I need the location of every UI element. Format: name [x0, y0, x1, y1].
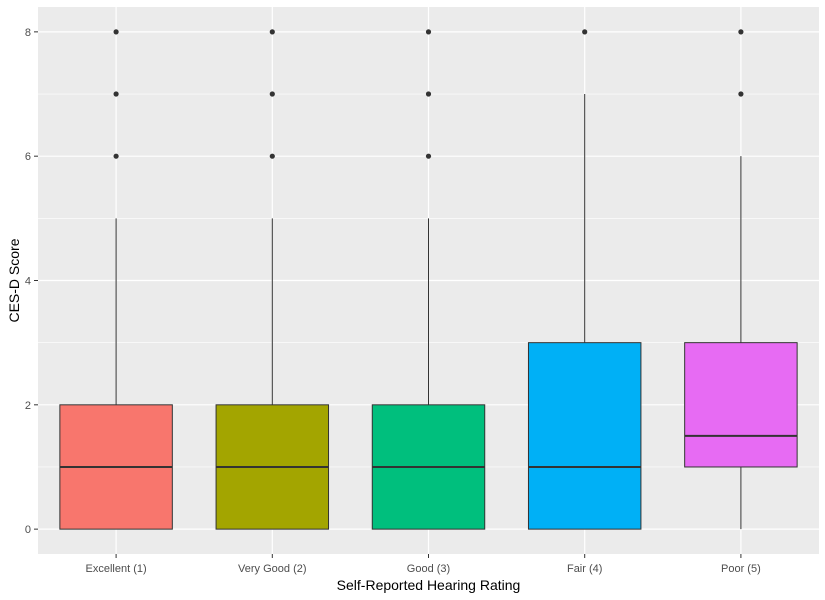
- y-axis: 0 2 4 6 8: [25, 27, 38, 536]
- y-tick-label: 4: [25, 276, 31, 288]
- y-tick-label: 6: [25, 151, 31, 163]
- box-group: [527, 29, 642, 530]
- outlier-point: [269, 29, 275, 35]
- box-group: [684, 29, 798, 530]
- outlier-point: [269, 91, 275, 97]
- boxes-layer: [59, 29, 798, 530]
- y-tick-label: 0: [25, 524, 31, 536]
- box-group: [59, 29, 173, 530]
- x-axis: Excellent (1) Very Good (2) Good (3) Fair (…: [86, 554, 761, 575]
- outlier-point: [425, 153, 432, 159]
- outlier-point: [113, 29, 119, 35]
- box: [684, 342, 798, 468]
- outlier-point: [738, 91, 744, 97]
- box-group: [371, 29, 486, 530]
- outlier-point: [425, 91, 432, 97]
- outlier-point: [113, 91, 119, 97]
- outlier-point: [269, 153, 275, 159]
- box-group: [215, 29, 330, 530]
- x-tick-label: Poor (5): [721, 563, 761, 575]
- y-tick-label: 2: [25, 400, 31, 412]
- outlier-point: [582, 29, 588, 35]
- x-tick-label: Good (3): [407, 563, 450, 575]
- y-axis-title: CES-D Score: [6, 238, 22, 322]
- x-axis-title: Self-Reported Hearing Rating: [337, 577, 521, 593]
- x-tick-label: Very Good (2): [238, 563, 306, 575]
- outlier-point: [113, 153, 119, 159]
- outlier-point: [425, 29, 432, 35]
- outlier-point: [738, 29, 744, 35]
- x-tick-label: Fair (4): [567, 563, 602, 575]
- x-tick-label: Excellent (1): [86, 563, 147, 575]
- box: [527, 342, 642, 530]
- y-tick-label: 8: [25, 27, 31, 39]
